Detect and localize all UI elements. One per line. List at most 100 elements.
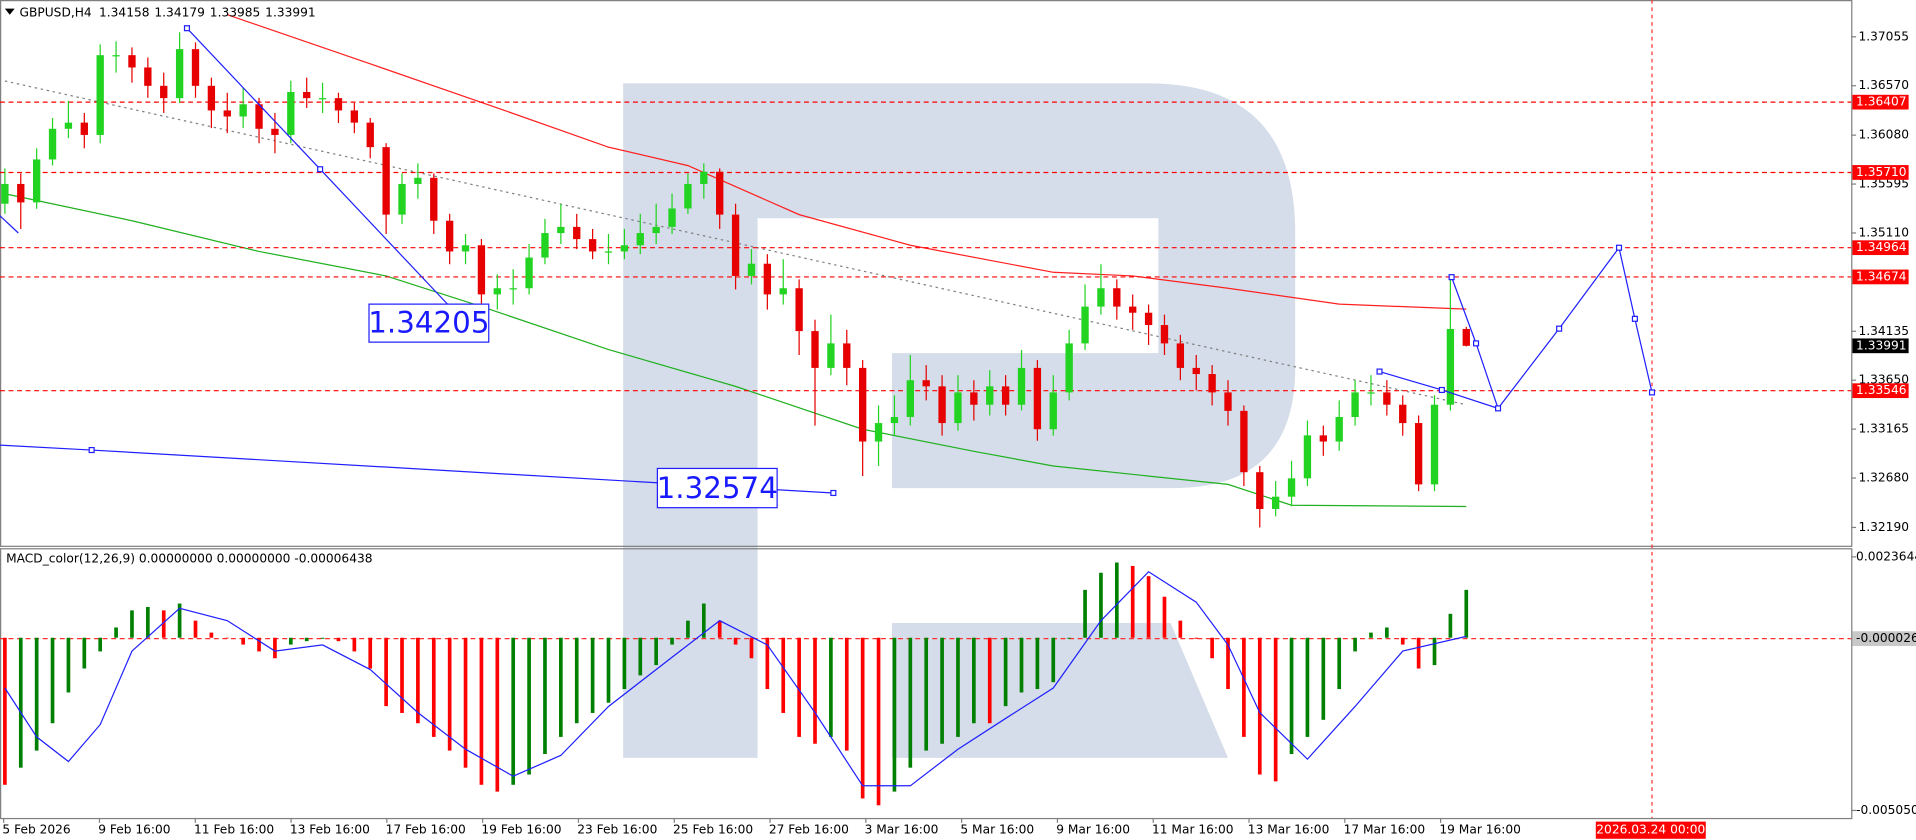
candle-body [541, 233, 549, 258]
histogram-bar [1003, 637, 1008, 707]
candle-body [223, 110, 231, 117]
histogram-bar [479, 637, 484, 785]
candle-body [334, 98, 343, 111]
candle-body [668, 208, 676, 227]
x-tick-label: 13 Feb 16:00 [290, 823, 370, 837]
candle-body [1097, 288, 1105, 307]
candle-body [287, 91, 295, 135]
candle-body [398, 183, 406, 215]
candle-body [1033, 367, 1042, 430]
histogram-bar [288, 637, 293, 645]
histogram-bar [1337, 637, 1342, 690]
histogram-bar [82, 637, 87, 669]
menu-arrow[interactable] [4, 8, 15, 15]
candle-body [811, 331, 819, 368]
candle-body [1192, 367, 1200, 375]
histogram-bar [1416, 637, 1421, 669]
y-tick-label: 1.36570 [1859, 78, 1910, 92]
level-label-box [1852, 240, 1909, 256]
candle-body [64, 122, 73, 129]
moving-average [227, 14, 1467, 310]
histogram-bar [860, 637, 865, 799]
histogram-bar [701, 603, 706, 638]
candle-body [684, 183, 692, 209]
histogram-bar [686, 620, 690, 638]
level-label: 1.36407 [1856, 95, 1907, 109]
histogram-bar [225, 637, 230, 639]
low: 1.33985 [210, 5, 261, 19]
candle-body [827, 343, 835, 368]
histogram-bar [1400, 637, 1405, 645]
histogram-bar [1242, 637, 1246, 737]
candle-body [509, 288, 517, 290]
histogram-bar [495, 637, 500, 792]
candle-body [700, 171, 708, 184]
candle-body [1287, 478, 1296, 497]
level-label: 1.34964 [1856, 240, 1907, 254]
histogram-bar [590, 637, 595, 713]
candle-body [1414, 423, 1423, 485]
histogram-bar [193, 620, 198, 638]
histogram-bar [66, 637, 71, 693]
histogram-bar [1210, 637, 1214, 659]
histogram-bar [717, 620, 722, 638]
plot: 1.37055 1.36570 1.36080 1.35595 1.35110 1.341… [0, 14, 1916, 839]
level-label: 1.35710 [1856, 165, 1907, 179]
histogram-bar [384, 637, 388, 707]
histogram-bar [638, 637, 643, 676]
histogram-bar [781, 637, 786, 713]
histogram-bar [1035, 637, 1040, 690]
histogram-bar [956, 637, 960, 737]
histogram-bar [622, 637, 627, 690]
histogram-bar [1305, 637, 1310, 737]
candle-body [573, 226, 581, 240]
candle-body [779, 288, 787, 295]
x-tick-label: 19 Feb 16:00 [481, 823, 561, 837]
annotation: 1.34205 [368, 305, 489, 339]
histogram-bar [1448, 613, 1453, 638]
candle-body [303, 91, 311, 99]
y-tick-label: 1.35595 [1859, 177, 1910, 191]
histogram-bar [987, 637, 992, 724]
x-tick-label: 19 Mar 16:00 [1439, 823, 1521, 837]
candle-body [17, 183, 25, 203]
header: GBPUSD,H4 1.34158 1.34179 1.33985 1.33991 [20, 5, 316, 19]
histogram-bar [813, 637, 817, 744]
candle-body [652, 226, 660, 234]
histogram-bar [209, 632, 214, 638]
candle-body [874, 423, 883, 442]
candle-body [318, 98, 327, 100]
histogram-bar [447, 637, 452, 751]
candle-body [970, 392, 978, 405]
x-tick-label: 17 Mar 16:00 [1344, 823, 1426, 837]
candle-body [747, 263, 756, 276]
histogram-bar [670, 637, 674, 645]
candle-body [716, 171, 724, 215]
histogram-bar [1257, 637, 1262, 775]
histogram-bar [257, 637, 261, 652]
histogram-bar [606, 637, 611, 703]
histogram-bar [352, 637, 357, 652]
moving-average [4, 193, 1467, 508]
candle-body [1113, 288, 1121, 307]
candle-body [271, 128, 279, 135]
y-tick-label: 1.32190 [1859, 520, 1910, 534]
candle-body [1144, 312, 1153, 326]
candle-body [1430, 404, 1439, 485]
candle-body [1001, 386, 1010, 405]
candle-body [128, 55, 136, 68]
histogram-bar [1130, 565, 1135, 638]
histogram-bar [1051, 637, 1056, 683]
candle-body [795, 288, 803, 332]
histogram-bar [1019, 637, 1024, 693]
candle-body [461, 245, 470, 252]
candle-body [604, 251, 613, 253]
histogram-bar [844, 637, 849, 751]
histogram-bar [1194, 637, 1199, 639]
y-tick-label: 1.34135 [1859, 324, 1910, 338]
candle-body [175, 49, 184, 99]
x-tick-label: 27 Feb 16:00 [769, 823, 849, 837]
y-tick-label: 1.35110 [1859, 225, 1910, 239]
histogram-bar [336, 637, 341, 642]
candle-body [207, 85, 216, 111]
